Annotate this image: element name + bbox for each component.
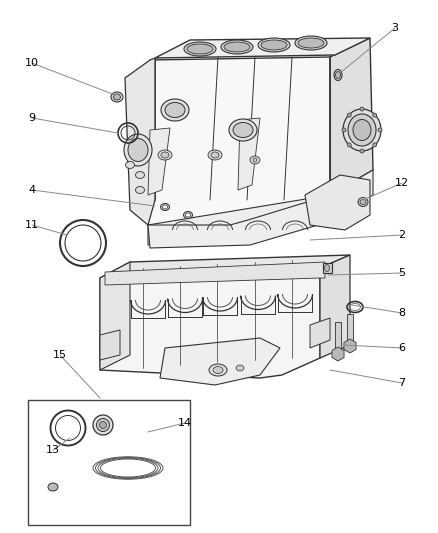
Ellipse shape [184, 42, 216, 56]
Text: 4: 4 [28, 185, 35, 195]
Polygon shape [148, 128, 170, 195]
Ellipse shape [224, 42, 250, 52]
Text: 10: 10 [25, 58, 39, 68]
FancyBboxPatch shape [28, 400, 190, 525]
Ellipse shape [360, 149, 364, 153]
Ellipse shape [184, 212, 192, 219]
Ellipse shape [96, 418, 110, 432]
Polygon shape [100, 268, 320, 378]
Text: 14: 14 [178, 418, 192, 428]
Ellipse shape [229, 119, 257, 141]
Ellipse shape [99, 422, 106, 429]
Ellipse shape [128, 139, 148, 161]
Ellipse shape [158, 150, 172, 160]
Ellipse shape [250, 156, 260, 164]
Polygon shape [148, 170, 373, 245]
Polygon shape [305, 175, 370, 230]
Ellipse shape [208, 150, 222, 160]
Polygon shape [100, 255, 350, 278]
Text: 12: 12 [395, 178, 409, 188]
Text: 13: 13 [46, 445, 60, 455]
Polygon shape [125, 58, 155, 225]
Ellipse shape [342, 128, 346, 132]
Bar [347, 314, 353, 344]
Text: 15: 15 [53, 350, 67, 360]
Ellipse shape [111, 92, 123, 102]
Ellipse shape [360, 107, 364, 111]
Ellipse shape [48, 483, 58, 491]
Ellipse shape [213, 367, 223, 374]
Ellipse shape [325, 264, 329, 271]
Ellipse shape [358, 198, 368, 206]
Ellipse shape [348, 114, 376, 146]
Ellipse shape [295, 36, 327, 50]
Text: 8: 8 [399, 308, 406, 318]
Ellipse shape [50, 410, 85, 446]
Text: 9: 9 [28, 113, 35, 123]
Ellipse shape [135, 187, 145, 193]
Ellipse shape [261, 40, 287, 50]
Polygon shape [330, 38, 373, 195]
Text: 2: 2 [399, 230, 406, 240]
Ellipse shape [186, 213, 191, 217]
Ellipse shape [56, 416, 81, 440]
Text: 5: 5 [399, 268, 406, 278]
Ellipse shape [343, 109, 381, 151]
Ellipse shape [347, 143, 351, 147]
Polygon shape [320, 255, 350, 358]
Ellipse shape [160, 204, 170, 211]
Ellipse shape [209, 364, 227, 376]
Text: 3: 3 [392, 23, 399, 33]
Ellipse shape [211, 152, 219, 158]
Ellipse shape [113, 94, 120, 100]
Polygon shape [100, 330, 120, 360]
Ellipse shape [187, 44, 213, 54]
Ellipse shape [221, 40, 253, 54]
Ellipse shape [161, 99, 189, 121]
Polygon shape [105, 262, 325, 285]
Ellipse shape [236, 365, 244, 371]
Ellipse shape [336, 71, 340, 78]
Ellipse shape [334, 69, 342, 80]
Polygon shape [148, 195, 335, 248]
Ellipse shape [124, 134, 152, 166]
Ellipse shape [253, 158, 257, 162]
Polygon shape [160, 338, 280, 385]
Ellipse shape [353, 119, 371, 141]
Ellipse shape [165, 102, 185, 117]
Ellipse shape [65, 225, 101, 261]
Ellipse shape [298, 38, 324, 48]
Text: 11: 11 [25, 220, 39, 230]
Ellipse shape [378, 128, 382, 132]
Text: 6: 6 [399, 343, 406, 353]
Bar [323, 263, 332, 273]
Polygon shape [100, 262, 130, 370]
Ellipse shape [373, 113, 377, 117]
Polygon shape [148, 57, 330, 225]
Text: 7: 7 [399, 378, 406, 388]
Polygon shape [310, 318, 330, 348]
Ellipse shape [162, 205, 167, 209]
Ellipse shape [360, 199, 366, 205]
Ellipse shape [373, 143, 377, 147]
Ellipse shape [347, 113, 351, 117]
Ellipse shape [161, 152, 169, 158]
Ellipse shape [233, 123, 253, 138]
Ellipse shape [93, 415, 113, 435]
Ellipse shape [60, 220, 106, 266]
Ellipse shape [135, 172, 145, 179]
Ellipse shape [126, 161, 134, 168]
Ellipse shape [258, 38, 290, 52]
Polygon shape [155, 38, 370, 58]
Polygon shape [238, 118, 260, 190]
Bar [335, 322, 341, 352]
